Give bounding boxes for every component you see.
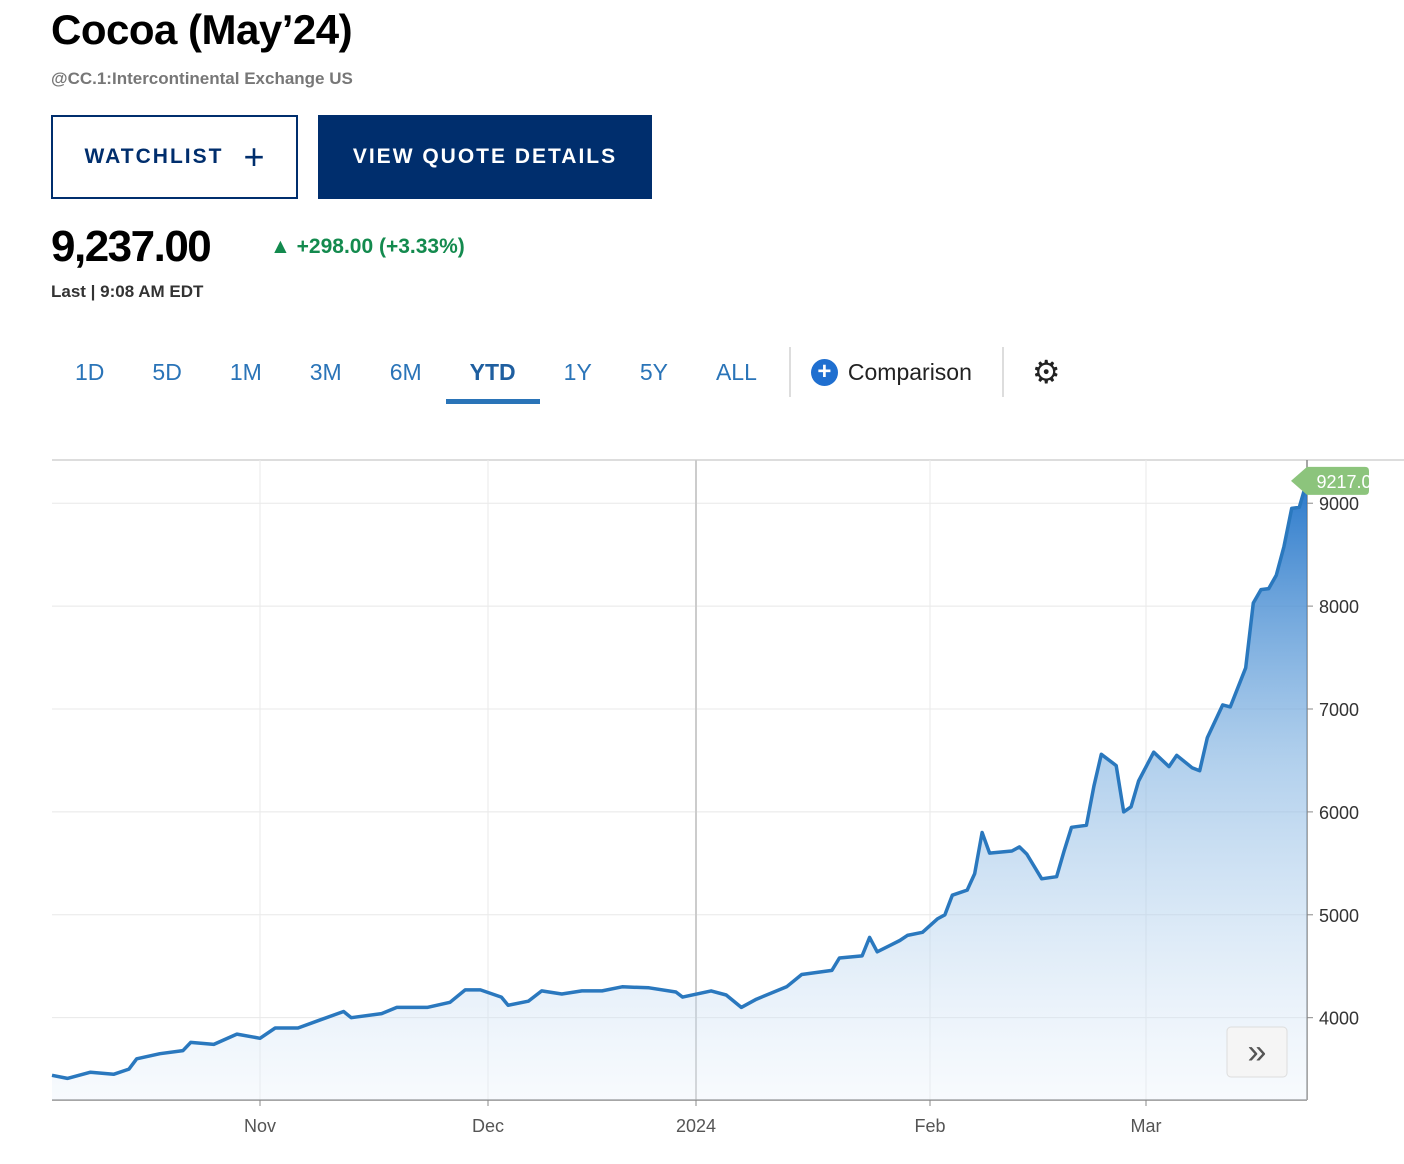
- watchlist-label: WATCHLIST: [84, 145, 224, 168]
- y-tick-label: 5000: [1319, 906, 1359, 926]
- plus-circle-icon: +: [810, 358, 838, 386]
- view-quote-details-button[interactable]: VIEW QUOTE DETAILS: [318, 115, 652, 199]
- y-tick-label: 7000: [1319, 700, 1359, 720]
- double-chevron-right-icon: »: [1248, 1033, 1267, 1071]
- divider: [1001, 347, 1004, 397]
- y-tick-label: 6000: [1319, 803, 1359, 823]
- tab-ytd[interactable]: YTD: [445, 344, 540, 404]
- x-tick-label: 2024: [676, 1116, 716, 1136]
- tab-5y[interactable]: 5Y: [639, 358, 668, 385]
- tab-3m[interactable]: 3M: [309, 358, 342, 385]
- exchange-symbol: @CC.1:Intercontinental Exchange US: [51, 69, 353, 88]
- price-change-value: +298.00 (+3.33%): [296, 235, 465, 258]
- gear-icon[interactable]: ⚙: [1031, 354, 1061, 390]
- x-tick-label: Feb: [914, 1116, 945, 1136]
- y-tick-label: 4000: [1319, 1009, 1359, 1029]
- plus-icon: +: [243, 136, 265, 177]
- price-area: [52, 480, 1307, 1100]
- tab-1d[interactable]: 1D: [75, 358, 105, 385]
- watchlist-button[interactable]: WATCHLIST +: [51, 115, 298, 199]
- page-title: Cocoa (May’24): [51, 6, 353, 53]
- y-tick-label: 9000: [1319, 494, 1359, 514]
- divider: [788, 347, 791, 397]
- price-change: ▲ +298.00 (+3.33%): [270, 235, 465, 259]
- last-price: 9,237.00: [51, 222, 212, 271]
- x-tick-label: Nov: [244, 1116, 276, 1136]
- tab-all[interactable]: ALL: [715, 358, 757, 385]
- x-tick-label: Dec: [472, 1116, 504, 1136]
- comparison-button[interactable]: + Comparison: [799, 358, 994, 386]
- last-update-time: Last | 9:08 AM EDT: [51, 282, 204, 301]
- triangle-up-icon: ▲: [270, 235, 291, 258]
- comparison-label: Comparison: [847, 358, 972, 385]
- y-tick-label: 8000: [1319, 597, 1359, 617]
- tab-1m[interactable]: 1M: [229, 358, 262, 385]
- last-price-label: 9217.00: [1316, 472, 1381, 492]
- x-tick-label: Mar: [1131, 1116, 1162, 1136]
- scroll-forward-button[interactable]: »: [1226, 1026, 1288, 1078]
- price-line: [51, 480, 1309, 1081]
- range-tabs: 1D 5D 1M 3M 6M YTD 1Y 5Y ALL + Comparison…: [51, 340, 1081, 404]
- tab-1y[interactable]: 1Y: [563, 358, 592, 385]
- tab-5d[interactable]: 5D: [152, 358, 182, 385]
- last-price-flag: [1291, 466, 1369, 495]
- tab-6m[interactable]: 6M: [389, 358, 422, 385]
